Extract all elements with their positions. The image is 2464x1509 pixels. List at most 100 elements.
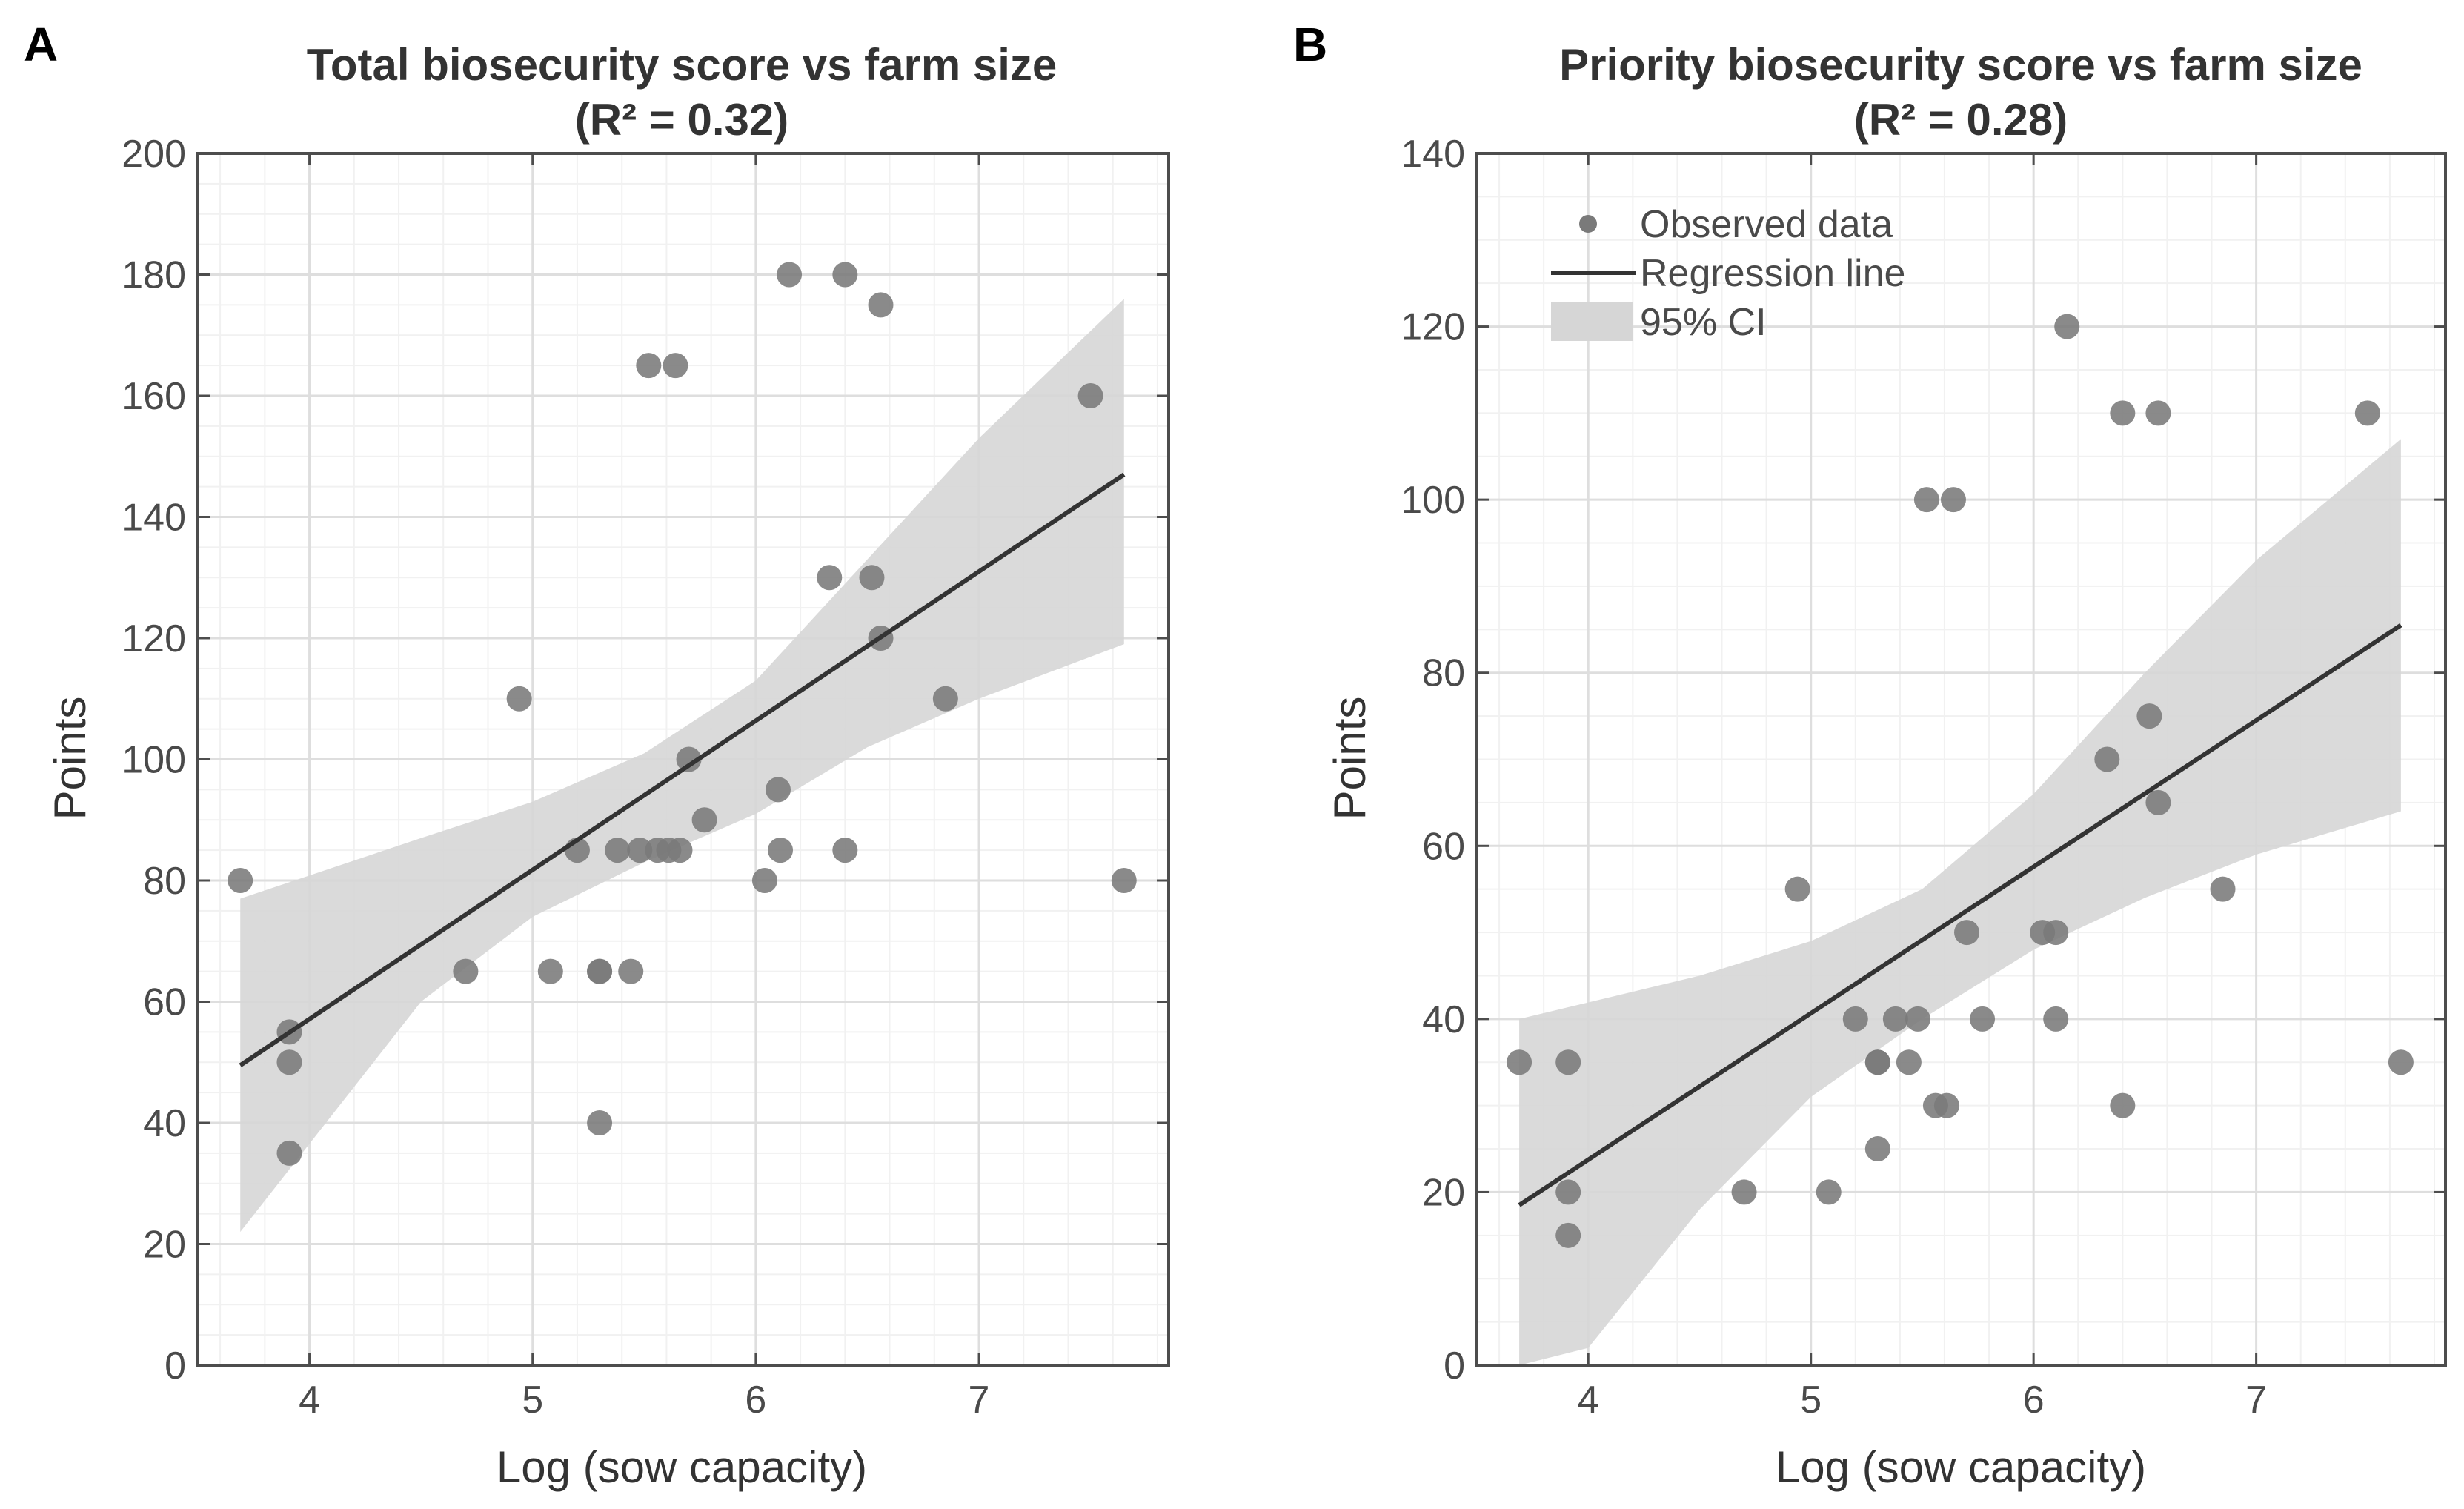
data-point	[618, 958, 644, 984]
data-point	[2210, 876, 2236, 902]
data-point	[768, 838, 793, 863]
legend-marker-area	[1551, 302, 1633, 341]
chart-subtitle: (R² = 0.32)	[575, 95, 788, 145]
y-axis-label: Points	[1325, 697, 1375, 820]
data-point	[2388, 1049, 2414, 1075]
x-tick-label: 7	[2245, 1379, 2267, 1422]
data-point	[2145, 400, 2171, 426]
panel-label: B	[1293, 18, 1327, 71]
panel-label: A	[24, 18, 58, 71]
data-point	[1842, 1006, 1868, 1032]
legend: Observed data Regression line 95% CI	[1551, 203, 1905, 344]
data-point	[1896, 1049, 1922, 1075]
data-point	[667, 838, 693, 863]
data-point	[817, 565, 843, 591]
x-tick-label: 7	[969, 1379, 990, 1422]
x-tick-label: 5	[522, 1379, 543, 1422]
data-point	[765, 777, 791, 803]
data-point	[2110, 400, 2136, 426]
y-tick-label: 60	[1422, 825, 1465, 868]
plot-area: 0 20 40 60 80 100 120 140 4 5 6 7	[1401, 133, 2447, 1422]
data-point	[1905, 1006, 1930, 1032]
regression-line	[1518, 623, 2402, 1207]
y-tick-label: 180	[122, 254, 186, 297]
data-point	[663, 353, 688, 379]
chart-subtitle: (R² = 0.28)	[1854, 95, 2068, 145]
chart-panel-a: A Total biosecurity score vs farm size (…	[24, 18, 1170, 1492]
data-point	[1970, 1006, 1996, 1032]
data-point	[2110, 1092, 2136, 1118]
legend-label: 95% CI	[1640, 301, 1767, 344]
data-point	[1555, 1179, 1581, 1205]
data-point	[1882, 1006, 1908, 1032]
y-tick-label: 160	[122, 375, 186, 418]
y-tick-label: 100	[122, 739, 186, 782]
data-point	[1954, 920, 1980, 946]
data-point	[537, 958, 563, 984]
data-point	[1784, 876, 1810, 902]
data-point	[1731, 1179, 1757, 1205]
y-tick-label: 20	[143, 1224, 186, 1267]
data-point	[2136, 703, 2162, 729]
data-point	[1507, 1049, 1532, 1075]
y-axis-label: Points	[45, 697, 95, 820]
x-axis-label: Log (sow capacity)	[497, 1442, 867, 1492]
data-point	[2145, 789, 2171, 815]
data-point	[676, 746, 702, 772]
x-tick-label: 4	[299, 1379, 320, 1422]
y-tick-label: 120	[122, 617, 186, 660]
data-point	[587, 958, 613, 984]
y-tick-label: 80	[143, 860, 186, 903]
chart-title: Total biosecurity score vs farm size	[307, 40, 1057, 90]
data-point	[1940, 487, 1966, 513]
data-point	[2043, 1006, 2069, 1032]
y-tick-label: 40	[143, 1102, 186, 1145]
data-point	[605, 838, 631, 863]
y-tick-label: 120	[1401, 306, 1465, 349]
regression-line	[239, 472, 1126, 1067]
data-point	[2354, 400, 2380, 426]
data-point	[228, 868, 253, 893]
data-point	[2054, 314, 2080, 339]
data-point	[276, 1049, 302, 1075]
chart-panel-b: B Priority biosecurity score vs farm siz…	[1293, 18, 2447, 1492]
data-point	[276, 1140, 302, 1166]
data-point	[1555, 1222, 1581, 1248]
data-point	[1111, 868, 1137, 893]
data-point	[1816, 1179, 1842, 1205]
data-point	[868, 292, 894, 318]
data-point	[691, 807, 717, 833]
x-tick-label: 6	[745, 1379, 766, 1422]
data-point	[832, 262, 858, 288]
data-point	[777, 262, 803, 288]
x-axis-label: Log (sow capacity)	[1776, 1442, 2146, 1492]
data-point	[587, 1110, 613, 1135]
data-point	[1077, 383, 1103, 408]
y-tick-label: 0	[1444, 1344, 1465, 1387]
plot-area: 0 20 40 60 80 100 120 140 160 180 200 4 5 6 7	[122, 133, 1170, 1422]
legend-label: Observed data	[1640, 203, 1893, 246]
legend-label: Regression line	[1640, 252, 1905, 295]
data-point	[1864, 1049, 1890, 1075]
y-tick-label: 200	[122, 133, 186, 176]
data-point	[859, 565, 885, 591]
data-point	[2094, 746, 2120, 772]
chart-title: Priority biosecurity score vs farm size	[1559, 40, 2362, 90]
confidence-band	[1519, 439, 2401, 1366]
y-tick-label: 0	[165, 1344, 186, 1387]
x-tick-label: 6	[2023, 1379, 2045, 1422]
data-point	[832, 838, 858, 863]
axes-frame	[1475, 152, 2447, 1367]
data-point	[1864, 1136, 1890, 1162]
y-tick-label: 80	[1422, 652, 1465, 695]
x-tick-label: 4	[1578, 1379, 1599, 1422]
y-tick-label: 60	[143, 981, 186, 1024]
y-tick-label: 140	[1401, 133, 1465, 176]
data-point	[1555, 1049, 1581, 1075]
data-point	[2043, 920, 2069, 946]
data-point	[453, 958, 479, 984]
data-point	[1913, 487, 1939, 513]
x-tick-label: 5	[1800, 1379, 1822, 1422]
y-tick-label: 40	[1422, 998, 1465, 1041]
